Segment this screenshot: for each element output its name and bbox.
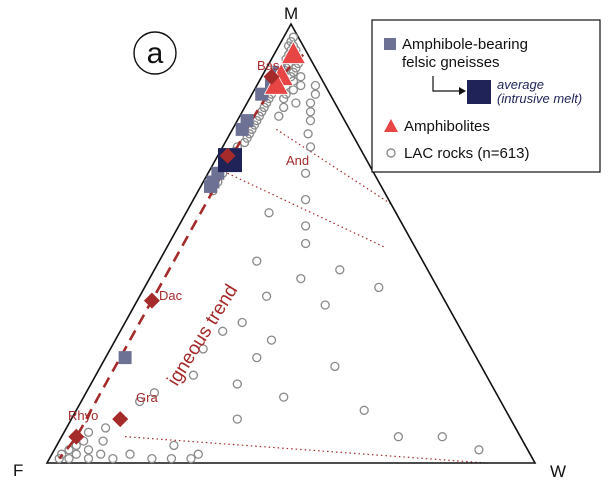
lac-point: [149, 388, 160, 398]
lac-point: [198, 344, 208, 354]
lac-point: [437, 432, 447, 442]
reference-point-gra: [112, 411, 129, 428]
amphibolite-point: [280, 40, 307, 64]
lac-point: [393, 432, 404, 442]
lac-point: [64, 453, 74, 464]
vertex-label-f: F: [13, 461, 23, 480]
lac-point: [296, 72, 306, 82]
lac-point: [83, 445, 94, 455]
lac-point: [279, 102, 289, 113]
igneous-trend-curve: [58, 53, 305, 460]
lac-point: [56, 449, 67, 459]
lac-point: [279, 392, 289, 402]
lac-point: [296, 273, 306, 284]
lac-point: [310, 80, 321, 91]
lac-point: [193, 449, 203, 459]
gneiss-point: [255, 87, 269, 101]
lac-point: [166, 453, 177, 464]
legend: Amphibole-bearing felsic gneisses averag…: [371, 19, 601, 173]
lac-point: [135, 396, 145, 407]
lac-point: [188, 370, 199, 380]
lac-point: [296, 80, 306, 91]
panel-label-circle: [133, 31, 177, 75]
legend-amphibolite-label: Amphibolites: [404, 118, 490, 135]
lac-point: [252, 256, 262, 266]
ref-label-and: And: [286, 153, 309, 168]
lac-point: [320, 300, 330, 310]
lac-point: [96, 449, 106, 459]
lac-point: [218, 326, 228, 336]
lac-point: [71, 449, 81, 459]
gneiss-point: [235, 122, 249, 136]
legend-lac-marker: [386, 148, 396, 158]
panel-label: a: [147, 37, 164, 70]
lac-point: [266, 335, 277, 345]
reference-series: [68, 68, 280, 445]
lac-point: [359, 405, 369, 415]
legend-gneiss-label-2: felsic gneisses: [402, 54, 500, 71]
lac-point: [300, 221, 311, 231]
weathering-line-2: [227, 172, 387, 249]
legend-gneiss-label-1: Amphibole-bearing: [402, 36, 528, 53]
legend-average-label-1: average: [497, 77, 544, 92]
lac-point: [374, 282, 384, 293]
lac-point: [291, 98, 301, 108]
ref-label-bas: Bas: [257, 58, 280, 73]
lac-point: [305, 107, 316, 117]
reference-point-and: [219, 147, 236, 164]
lac-point: [310, 89, 321, 99]
lac-point: [252, 352, 262, 363]
lac-point: [108, 453, 118, 464]
lac-point: [100, 423, 111, 433]
lac-point: [169, 440, 179, 451]
vertex-label-m: M: [284, 4, 298, 23]
reference-point-rhyo: [68, 428, 85, 445]
lac-point: [237, 317, 247, 328]
legend-arrowhead: [459, 87, 466, 95]
gneiss-point: [118, 351, 132, 365]
lac-point: [305, 142, 316, 152]
lac-point: [330, 361, 340, 372]
lac-point: [303, 129, 313, 139]
lac-point: [125, 449, 135, 459]
lac-point: [83, 427, 94, 437]
lac-point: [300, 194, 311, 205]
lac-point: [54, 453, 64, 464]
lac-point: [305, 98, 316, 108]
reference-point-bas: [263, 68, 280, 85]
lac-point: [300, 168, 311, 178]
legend-average-label-2: (intrusive melt): [497, 91, 582, 106]
lac-point: [288, 67, 299, 77]
ref-label-gra: Gra: [136, 390, 158, 405]
lac-point: [335, 265, 345, 275]
lac-point: [474, 445, 484, 455]
weathering-line-1: [276, 128, 392, 205]
legend-lac-label: LAC rocks (n=613): [404, 145, 529, 162]
lac-point: [186, 453, 196, 464]
legend-arrow: [432, 76, 459, 92]
ref-label-rhyo: Rhyo: [68, 408, 98, 423]
lac-point: [288, 85, 299, 95]
ref-label-dac: Dac: [159, 288, 183, 303]
ternary-triangle: [45, 22, 537, 464]
lac-point: [261, 291, 272, 301]
gneiss-point: [204, 179, 217, 193]
vertex-label-w: W: [550, 462, 566, 481]
reference-point-dac: [143, 292, 160, 309]
legend-average-marker: [467, 80, 491, 104]
lac-point: [232, 414, 242, 424]
lac-point: [274, 111, 284, 121]
lac-point: [264, 208, 274, 218]
legend-amphibolite-marker: [384, 119, 398, 132]
lac-point: [83, 453, 94, 464]
legend-gneiss-marker: [384, 38, 396, 50]
lac-point: [98, 436, 108, 446]
lac-point: [300, 238, 311, 249]
weathering-line-3: [125, 436, 487, 464]
lac-point: [232, 379, 242, 389]
lac-point: [147, 453, 157, 464]
lac-point: [305, 115, 316, 126]
